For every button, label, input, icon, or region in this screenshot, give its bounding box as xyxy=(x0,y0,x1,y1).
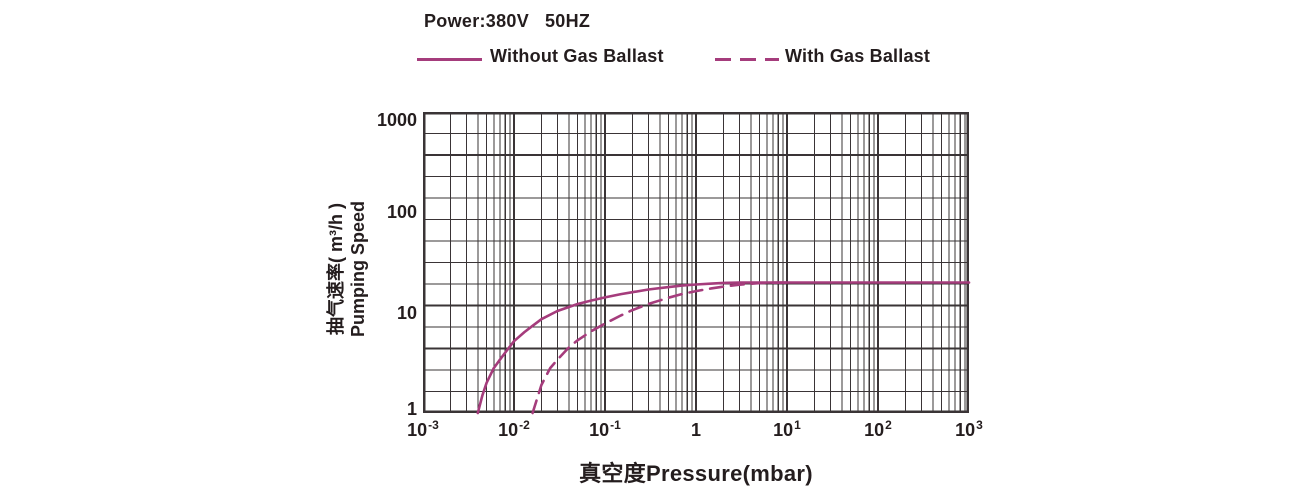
plot-area xyxy=(423,112,971,415)
x-tick-1: 1 xyxy=(661,420,731,441)
y-tick-1: 1 xyxy=(406,399,417,419)
x-tick-101: 101 xyxy=(752,418,822,441)
power-spec-label: Power:380V 50HZ xyxy=(424,11,591,31)
dashed-line-swatch xyxy=(715,58,779,61)
grid xyxy=(423,112,969,414)
x-tick-base: 1 xyxy=(690,420,701,440)
x-tick-base: 10 xyxy=(589,420,610,440)
x-tick-exponent: 2 xyxy=(885,418,892,432)
x-tick-base: 10 xyxy=(864,420,885,440)
y-tick-100: 100 xyxy=(386,202,417,223)
x-tick-base: 10 xyxy=(773,420,794,440)
x-tick-103: 103 xyxy=(934,418,1004,441)
y-tick-1000: 1000 xyxy=(376,110,417,130)
x-tick-base: 10 xyxy=(407,420,428,440)
curve-with-gas-ballast xyxy=(531,281,789,415)
x-tick-exponent: -2 xyxy=(519,418,530,432)
legend-label-without-gas-ballast: Without Gas Ballast xyxy=(490,46,664,66)
curve-without-gas-ballast xyxy=(476,281,971,415)
x-tick-exponent: 1 xyxy=(794,418,801,432)
x-tick-10-1: 10-1 xyxy=(570,418,640,441)
x-tick-base: 10 xyxy=(498,420,519,440)
x-tick-exponent: -3 xyxy=(428,418,439,432)
x-tick-10-2: 10-2 xyxy=(479,418,549,441)
solid-line-swatch xyxy=(417,58,482,61)
x-tick-10-3: 10-3 xyxy=(388,418,458,441)
x-axis-title: 真空度Pressure(mbar) xyxy=(579,461,813,486)
x-tick-base: 10 xyxy=(955,420,976,440)
y-tick-10: 10 xyxy=(396,302,417,323)
legend-label-with-gas-ballast: With Gas Ballast xyxy=(785,46,931,66)
x-tick-102: 102 xyxy=(843,418,913,441)
x-tick-exponent: -1 xyxy=(610,418,621,432)
x-tick-exponent: 3 xyxy=(976,418,983,432)
